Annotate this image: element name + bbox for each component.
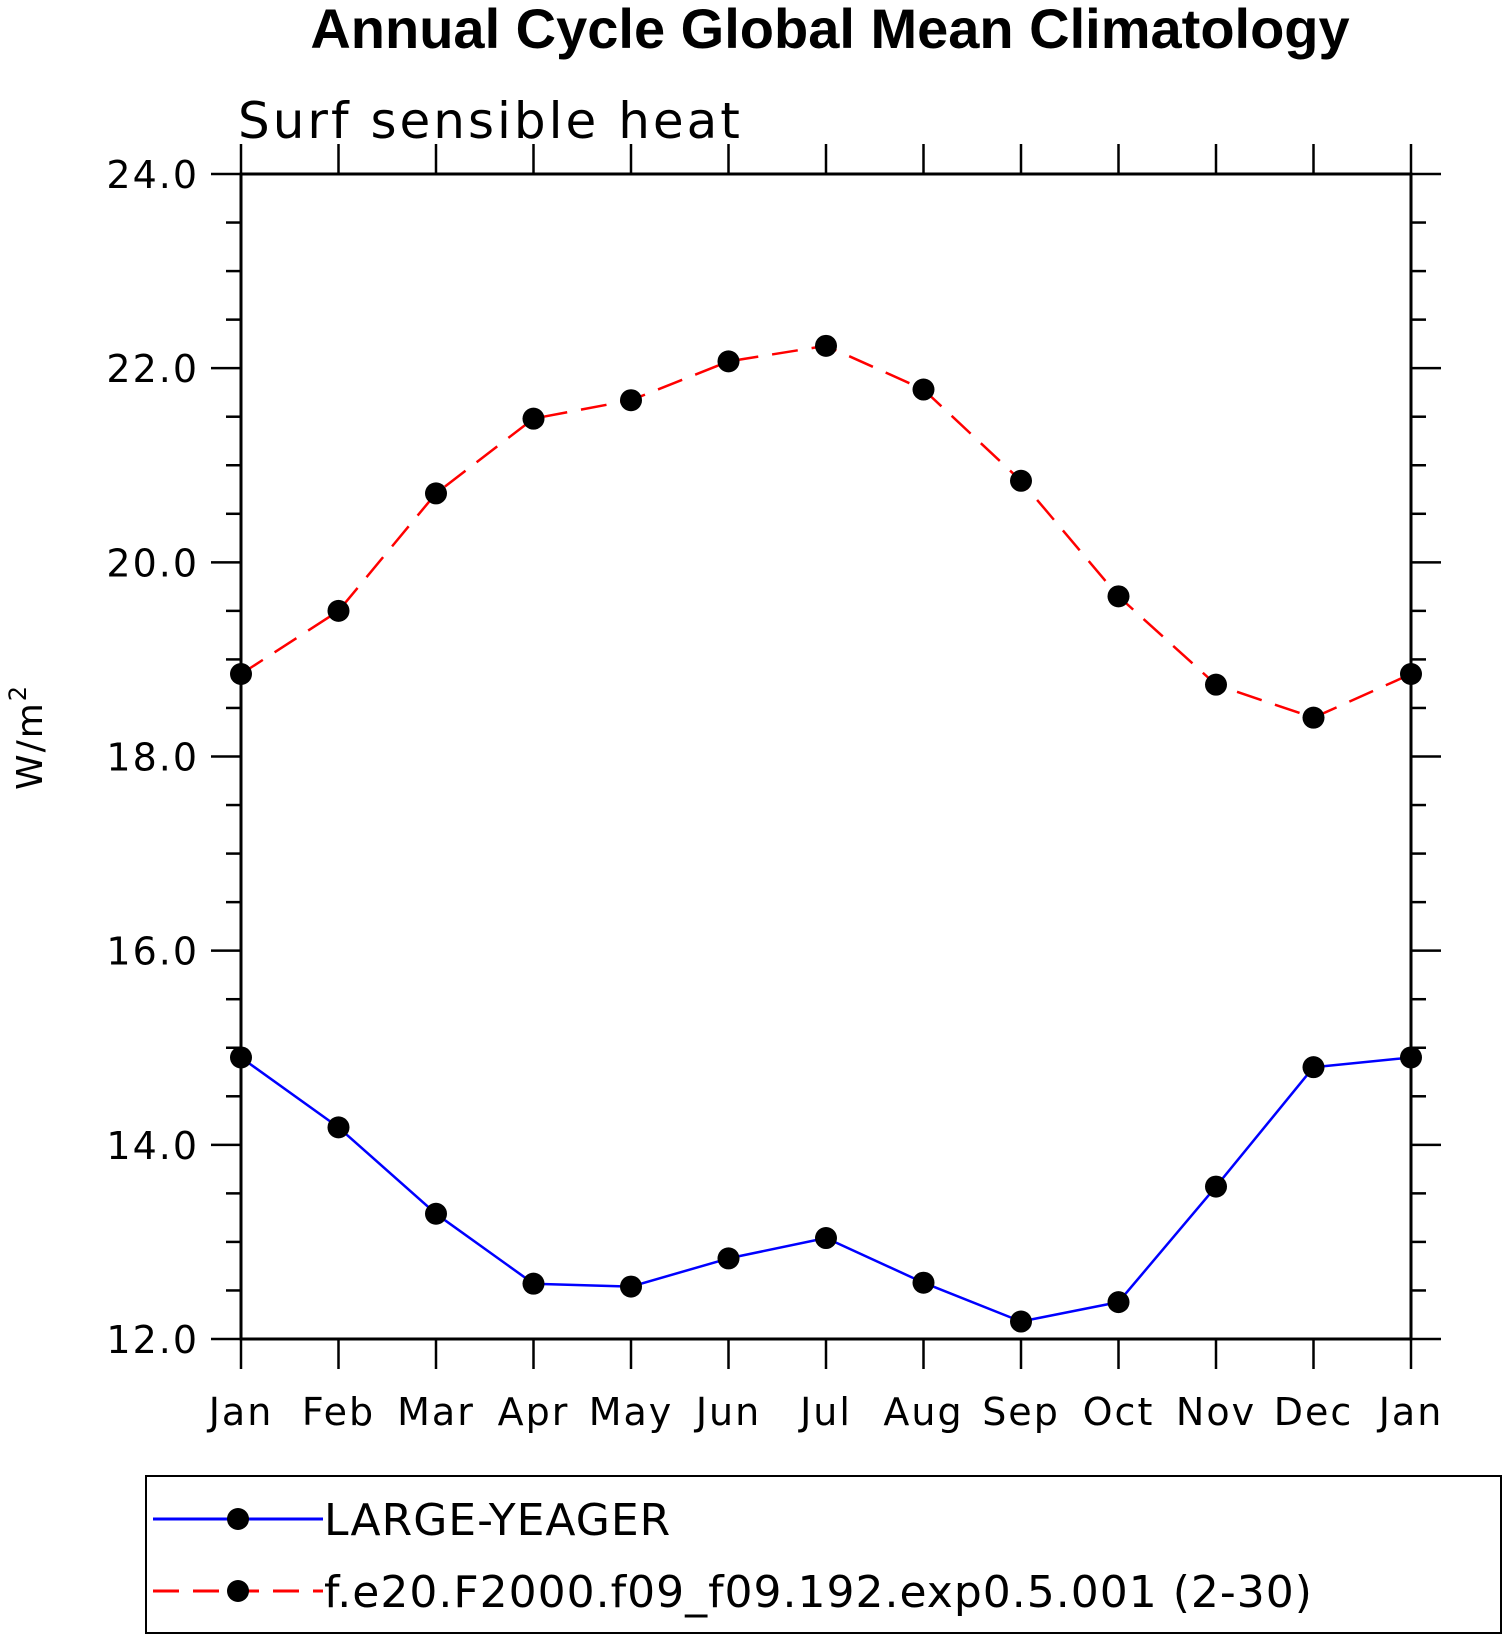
data-point-0 bbox=[717, 1247, 740, 1270]
chart-subtitle: Surf sensible heat bbox=[238, 92, 743, 150]
x-tick-label: Apr bbox=[498, 1390, 570, 1434]
y-axis-label-text: W/m bbox=[10, 701, 51, 790]
series-line-1 bbox=[240, 344, 1412, 719]
data-point-1 bbox=[912, 378, 935, 401]
data-point-0 bbox=[1107, 1291, 1130, 1314]
data-point-0 bbox=[1205, 1175, 1227, 1198]
x-tick-label: Jun bbox=[694, 1390, 761, 1434]
data-point-0 bbox=[1302, 1056, 1325, 1079]
y-tick-label: 20.0 bbox=[106, 541, 199, 585]
y-axis-label-superscript: 2 bbox=[4, 684, 32, 701]
data-point-1 bbox=[815, 334, 837, 357]
y-tick-label: 18.0 bbox=[106, 736, 199, 780]
data-point-0 bbox=[620, 1275, 642, 1298]
x-tick-label: Mar bbox=[397, 1390, 475, 1434]
data-point-0 bbox=[912, 1271, 935, 1294]
legend-box bbox=[145, 1475, 1502, 1634]
data-point-1 bbox=[1302, 706, 1325, 729]
data-point-1 bbox=[717, 350, 740, 373]
data-point-0 bbox=[815, 1227, 837, 1250]
x-tick-label: Sep bbox=[982, 1390, 1060, 1434]
x-tick-label: Feb bbox=[302, 1390, 375, 1434]
legend-marker-large-yeager bbox=[227, 1508, 249, 1530]
series-layer bbox=[230, 334, 1422, 1333]
y-tick-label: 24.0 bbox=[106, 153, 199, 197]
data-point-0 bbox=[1010, 1310, 1032, 1333]
legend-marker-f-e20 bbox=[227, 1580, 249, 1602]
data-point-0 bbox=[522, 1272, 545, 1295]
chart-title: Annual Cycle Global Mean Climatology bbox=[310, 0, 1349, 60]
axis-ticks bbox=[211, 144, 1441, 1369]
data-point-0 bbox=[425, 1202, 447, 1225]
legend-label-f-e20: f.e20.F2000.f09_f09.192.exp0.5.001 (2-30… bbox=[324, 1567, 1313, 1618]
x-tick-label: Dec bbox=[1274, 1390, 1354, 1434]
y-tick-label: 14.0 bbox=[106, 1124, 199, 1168]
data-point-1 bbox=[1107, 585, 1130, 608]
legend: LARGE-YEAGER f.e20.F2000.f09_f09.192.exp… bbox=[145, 1475, 1502, 1634]
data-point-1 bbox=[425, 482, 447, 505]
x-tick-label: Aug bbox=[883, 1390, 963, 1434]
data-point-1 bbox=[327, 599, 350, 622]
x-tick-label: Oct bbox=[1083, 1390, 1155, 1434]
x-tick-label: Jul bbox=[798, 1390, 852, 1434]
data-point-0 bbox=[327, 1116, 350, 1139]
y-tick-label: 22.0 bbox=[106, 347, 199, 391]
series-line-0 bbox=[240, 1056, 1412, 1323]
y-axis-label: W/m2 bbox=[4, 684, 51, 790]
legend-label-large-yeager: LARGE-YEAGER bbox=[324, 1495, 671, 1546]
data-point-1 bbox=[1010, 469, 1032, 492]
y-tick-label: 12.0 bbox=[106, 1318, 199, 1362]
y-tick-labels: 12.0 14.0 16.0 18.0 20.0 22.0 24.0 bbox=[106, 153, 199, 1362]
x-tick-label: May bbox=[589, 1390, 674, 1434]
x-tick-label: Jan bbox=[207, 1390, 274, 1434]
data-point-1 bbox=[522, 407, 545, 430]
x-tick-label: Nov bbox=[1176, 1390, 1256, 1434]
x-tick-label: Jan bbox=[1377, 1390, 1444, 1434]
plot-frame bbox=[239, 172, 1413, 1341]
data-point-1 bbox=[620, 389, 642, 412]
x-tick-labels: Jan Feb Mar Apr May Jun Jul Aug Sep Oct Nov Dec Jan bbox=[207, 1390, 1444, 1434]
y-tick-label: 16.0 bbox=[106, 930, 199, 974]
data-point-1 bbox=[1205, 673, 1227, 696]
